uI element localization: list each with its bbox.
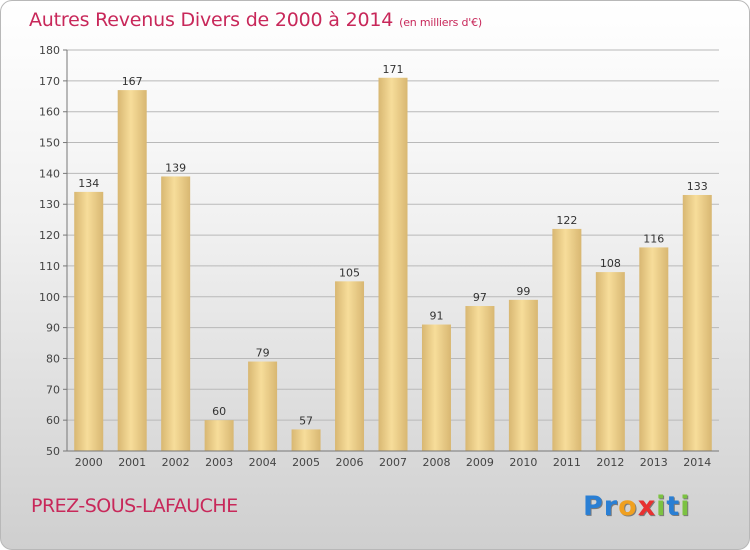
y-tick-label: 140: [39, 167, 60, 180]
chart-subtitle: (en milliers d'€): [399, 16, 483, 29]
y-tick-label: 180: [39, 44, 60, 57]
x-tick-label: 2004: [249, 456, 277, 469]
bar-2002: [161, 176, 191, 451]
bar-value-label: 91: [429, 310, 443, 323]
logo-letter: i: [680, 491, 691, 522]
y-tick-label: 160: [39, 106, 60, 119]
bar-value-label: 134: [78, 177, 99, 190]
bar-2000: [74, 191, 104, 451]
x-tick-label: 2009: [466, 456, 494, 469]
logo-letter: P: [583, 491, 604, 522]
y-tick-label: 130: [39, 198, 60, 211]
bar-value-label: 99: [516, 285, 530, 298]
bar-2012: [595, 272, 625, 451]
x-tick-label: 2005: [292, 456, 320, 469]
bar-value-label: 108: [600, 257, 621, 270]
bar-value-label: 139: [165, 161, 186, 174]
bar-value-label: 122: [556, 214, 577, 227]
y-tick-label: 100: [39, 291, 60, 304]
logo-letter: r: [603, 491, 619, 522]
x-tick-label: 2011: [553, 456, 581, 469]
bar-2001: [117, 90, 147, 451]
logo-letter: t: [666, 491, 681, 522]
bar-value-label: 171: [383, 63, 404, 76]
bar-2011: [552, 228, 582, 451]
x-tick-label: 2000: [75, 456, 103, 469]
x-tick-label: 2013: [640, 456, 668, 469]
x-tick-label: 2008: [422, 456, 450, 469]
bar-2005: [291, 429, 321, 451]
bar-2008: [421, 324, 451, 451]
logo-letter: o: [618, 491, 638, 522]
bar-value-label: 57: [299, 414, 313, 427]
bar-2009: [465, 306, 495, 451]
x-tick-label: 2006: [336, 456, 364, 469]
bar-value-label: 97: [473, 291, 487, 304]
x-tick-label: 2012: [596, 456, 624, 469]
bar-2007: [378, 77, 408, 451]
y-tick-label: 50: [46, 445, 60, 458]
proxiti-logo: Proxiti: [583, 491, 691, 522]
title-text: Autres Revenus Divers de 2000 à 2014: [29, 9, 394, 31]
bar-2003: [204, 420, 234, 451]
bar-value-label: 133: [687, 180, 708, 193]
y-tick-label: 110: [39, 260, 60, 273]
bar-value-label: 116: [643, 232, 664, 245]
bar-value-label: 105: [339, 266, 360, 279]
y-tick-label: 80: [46, 352, 60, 365]
logo-letter: x: [637, 491, 657, 522]
bar-2010: [508, 299, 538, 451]
chart-title: Autres Revenus Divers de 2000 à 2014 (en …: [29, 9, 482, 31]
y-tick-label: 120: [39, 229, 60, 242]
bar-2004: [248, 361, 278, 451]
x-tick-label: 2007: [379, 456, 407, 469]
x-tick-label: 2014: [683, 456, 711, 469]
bar-value-label: 79: [256, 347, 270, 360]
bar-2013: [639, 247, 669, 451]
x-tick-label: 2001: [118, 456, 146, 469]
y-tick-label: 60: [46, 414, 60, 427]
y-tick-label: 70: [46, 383, 60, 396]
y-tick-label: 170: [39, 75, 60, 88]
x-tick-label: 2003: [205, 456, 233, 469]
bar-2014: [682, 194, 712, 451]
x-tick-label: 2010: [509, 456, 537, 469]
commune-name: PREZ-SOUS-LAFAUCHE: [31, 495, 238, 517]
x-tick-label: 2002: [162, 456, 190, 469]
logo-letter: i: [656, 491, 667, 522]
bar-value-label: 60: [212, 405, 226, 418]
y-tick-label: 90: [46, 322, 60, 335]
bar-2006: [335, 281, 365, 451]
bar-value-label: 167: [122, 75, 143, 88]
y-tick-label: 150: [39, 137, 60, 150]
